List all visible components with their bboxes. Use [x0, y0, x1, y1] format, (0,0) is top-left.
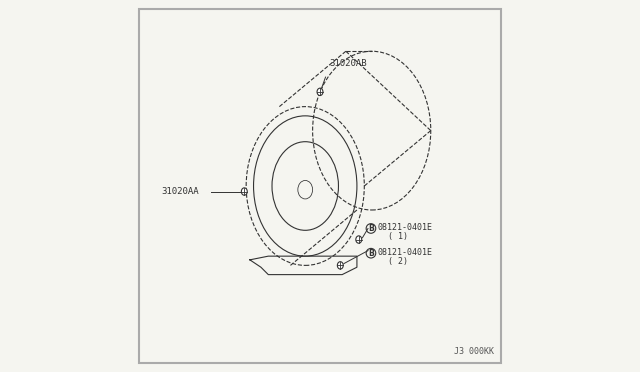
Ellipse shape: [337, 262, 343, 269]
Ellipse shape: [317, 88, 323, 96]
Text: 31020AA: 31020AA: [161, 187, 199, 196]
Text: B: B: [368, 224, 374, 233]
Text: 08121-0401E: 08121-0401E: [377, 223, 432, 232]
Text: 08121-0401E: 08121-0401E: [377, 248, 432, 257]
Text: B: B: [368, 249, 374, 258]
Text: ( 2): ( 2): [388, 257, 408, 266]
Text: 31020AB: 31020AB: [329, 59, 367, 68]
Ellipse shape: [356, 236, 362, 243]
Ellipse shape: [241, 188, 247, 195]
Text: ( 1): ( 1): [388, 232, 408, 241]
Text: J3 000KK: J3 000KK: [454, 347, 493, 356]
